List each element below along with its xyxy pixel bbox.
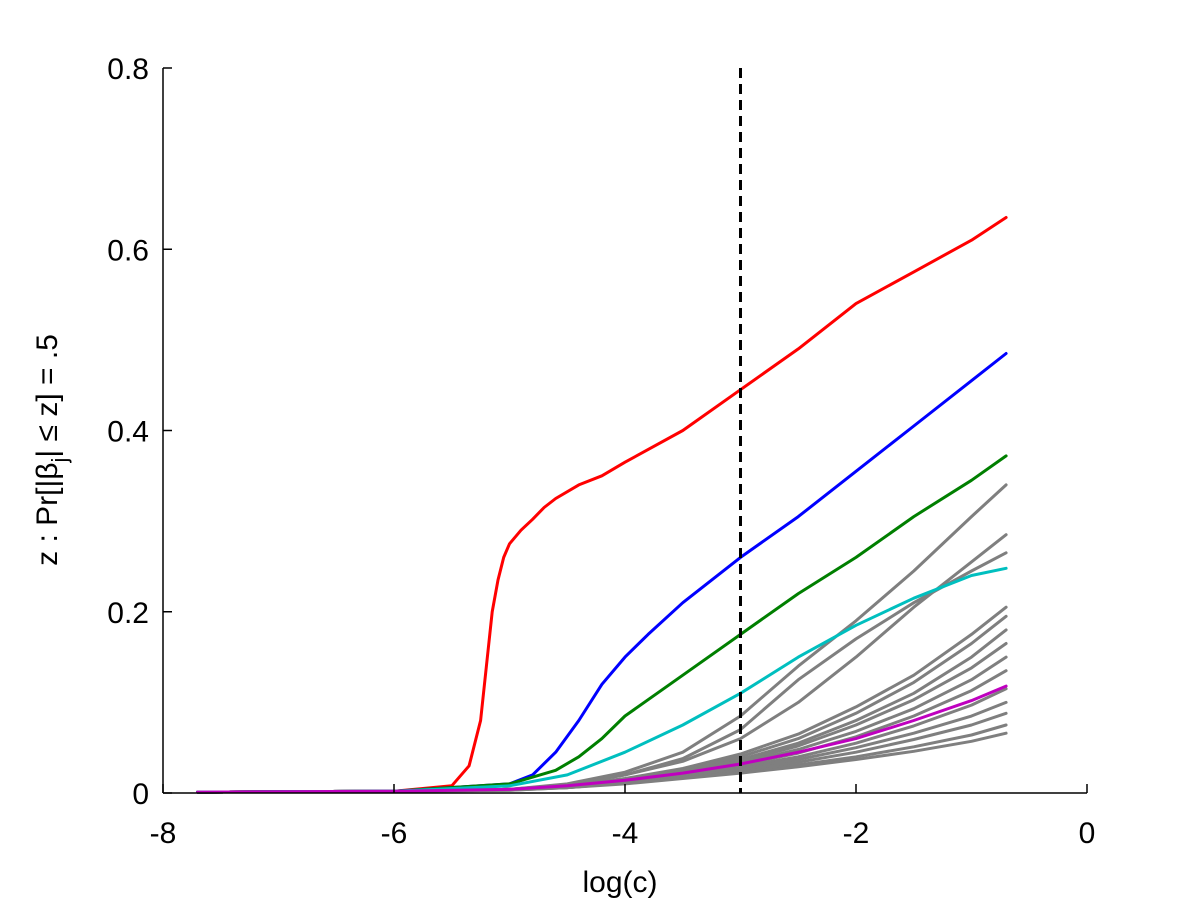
y-axis-label-subscript: j	[47, 458, 72, 464]
y-tick-label: 0	[132, 778, 149, 811]
x-tick-label: -4	[612, 817, 639, 850]
series-line-14	[196, 216, 1008, 794]
series-line-17	[196, 566, 1008, 794]
x-axis-label: log(c)	[582, 866, 657, 899]
y-tick-label: 0.6	[107, 234, 149, 267]
series-layer	[196, 216, 1008, 794]
y-axis-label-part-b: | ≤ z] = .5	[31, 334, 64, 457]
x-tick-label: -2	[843, 817, 870, 850]
y-axis-label: z : Pr[|βj| ≤ z] = .5	[31, 334, 72, 566]
x-tick-label: -8	[150, 817, 177, 850]
y-tick-label: 0.8	[107, 53, 149, 86]
series-line-16	[196, 454, 1008, 794]
x-tick-label: -6	[381, 817, 408, 850]
y-tick-label: 0.2	[107, 597, 149, 630]
series-line-18	[196, 684, 1008, 794]
y-axis-label-part-a: z : Pr[|β	[31, 462, 64, 565]
x-tick-label: 0	[1079, 817, 1096, 850]
y-ticks: 0 0.2 0.4 0.6 0.8	[107, 53, 172, 811]
x-ticks: -8 -6 -4 -2 0	[150, 784, 1096, 850]
y-tick-label: 0.4	[107, 416, 149, 449]
